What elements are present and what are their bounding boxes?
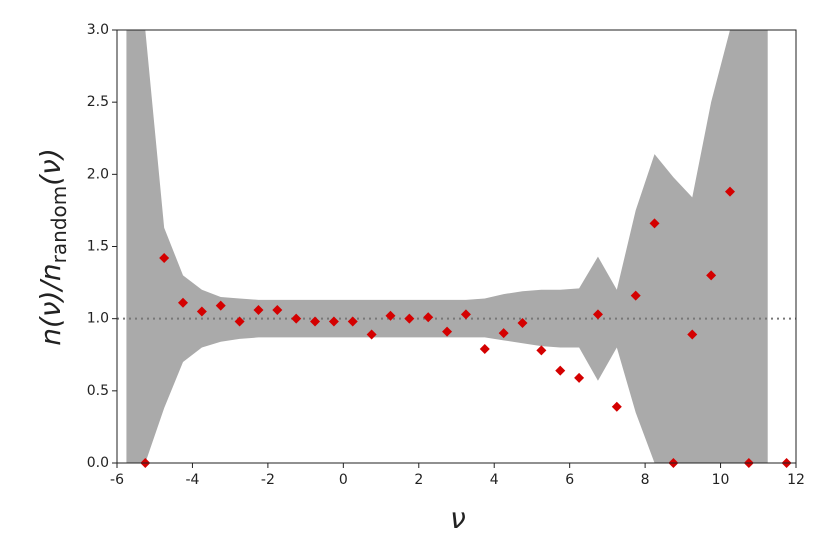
point: [479, 343, 490, 354]
x-tick-label: 8: [641, 472, 650, 488]
x-tick-label: 4: [490, 472, 499, 488]
point: [687, 329, 698, 340]
point: [234, 316, 245, 327]
point: [649, 218, 660, 229]
plot-area: [126, 30, 768, 463]
y-tick-label: 1.0: [87, 311, 109, 327]
point: [460, 309, 471, 320]
point: [442, 326, 453, 337]
point: [215, 300, 226, 311]
y-tick-label: 1.5: [87, 239, 109, 255]
point: [555, 365, 566, 376]
x-tick-label: -6: [110, 472, 124, 488]
point: [536, 345, 547, 356]
y-tick-label: 0.0: [87, 455, 109, 471]
point: [706, 270, 717, 281]
y-tick-label: 2.0: [87, 166, 109, 182]
y-tick-label: 3.0: [87, 22, 109, 38]
point: [498, 328, 509, 339]
point: [630, 290, 641, 301]
x-tick-label: 10: [712, 472, 730, 488]
y-label-main: n(ν)/n: [34, 263, 67, 345]
point: [178, 297, 189, 308]
x-tick-label: -4: [185, 472, 199, 488]
point: [291, 313, 302, 324]
point: [347, 316, 358, 327]
y-label-end: (ν): [34, 148, 67, 186]
x-tick-label: 6: [565, 472, 574, 488]
x-tick-label: -2: [261, 472, 275, 488]
point: [517, 317, 528, 328]
x-axis-label: ν: [450, 502, 466, 535]
point: [328, 316, 339, 327]
point: [404, 313, 415, 324]
confidence-band: [126, 30, 768, 463]
point: [423, 312, 434, 323]
point: [724, 186, 735, 197]
point: [611, 401, 622, 412]
x-tick-label: 0: [339, 472, 348, 488]
y-axis-label: n(ν)/nrandom(ν): [34, 148, 71, 346]
y-tick-label: 2.5: [87, 94, 109, 110]
y-tick-label: 0.5: [87, 383, 109, 399]
point: [272, 305, 283, 316]
x-tick-label: 2: [414, 472, 423, 488]
point: [366, 329, 377, 340]
point: [574, 372, 585, 383]
point: [253, 305, 264, 316]
point: [592, 309, 603, 320]
point: [196, 306, 207, 317]
x-tick-label: 12: [787, 472, 805, 488]
point: [159, 253, 170, 264]
point: [385, 310, 396, 321]
point: [310, 316, 321, 327]
y-label-sub: random: [47, 186, 71, 264]
